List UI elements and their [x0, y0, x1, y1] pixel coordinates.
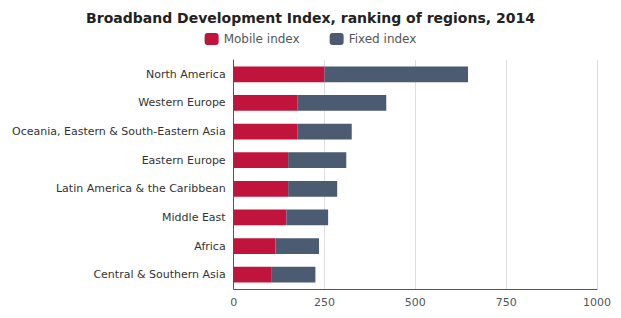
- svg-text:250: 250: [314, 296, 335, 309]
- svg-text:Broadband Development Index, r: Broadband Development Index, ranking of …: [86, 10, 535, 26]
- svg-text:0: 0: [230, 296, 237, 309]
- svg-text:Mobile index: Mobile index: [224, 32, 300, 46]
- svg-text:Eastern Europe: Eastern Europe: [142, 154, 226, 167]
- svg-text:500: 500: [405, 296, 426, 309]
- svg-text:Central & Southern Asia: Central & Southern Asia: [93, 268, 225, 281]
- svg-text:North America: North America: [146, 68, 226, 81]
- svg-text:Oceania, Eastern & South-Easte: Oceania, Eastern & South-Eastern Asia: [12, 125, 226, 138]
- svg-text:1000: 1000: [583, 296, 611, 309]
- svg-text:Fixed index: Fixed index: [349, 32, 417, 46]
- svg-text:Western Europe: Western Europe: [138, 96, 226, 109]
- svg-text:750: 750: [496, 296, 517, 309]
- svg-text:Latin America & the Caribbean: Latin America & the Caribbean: [56, 182, 226, 195]
- svg-text:Middle East: Middle East: [162, 211, 226, 224]
- svg-text:Africa: Africa: [194, 240, 225, 253]
